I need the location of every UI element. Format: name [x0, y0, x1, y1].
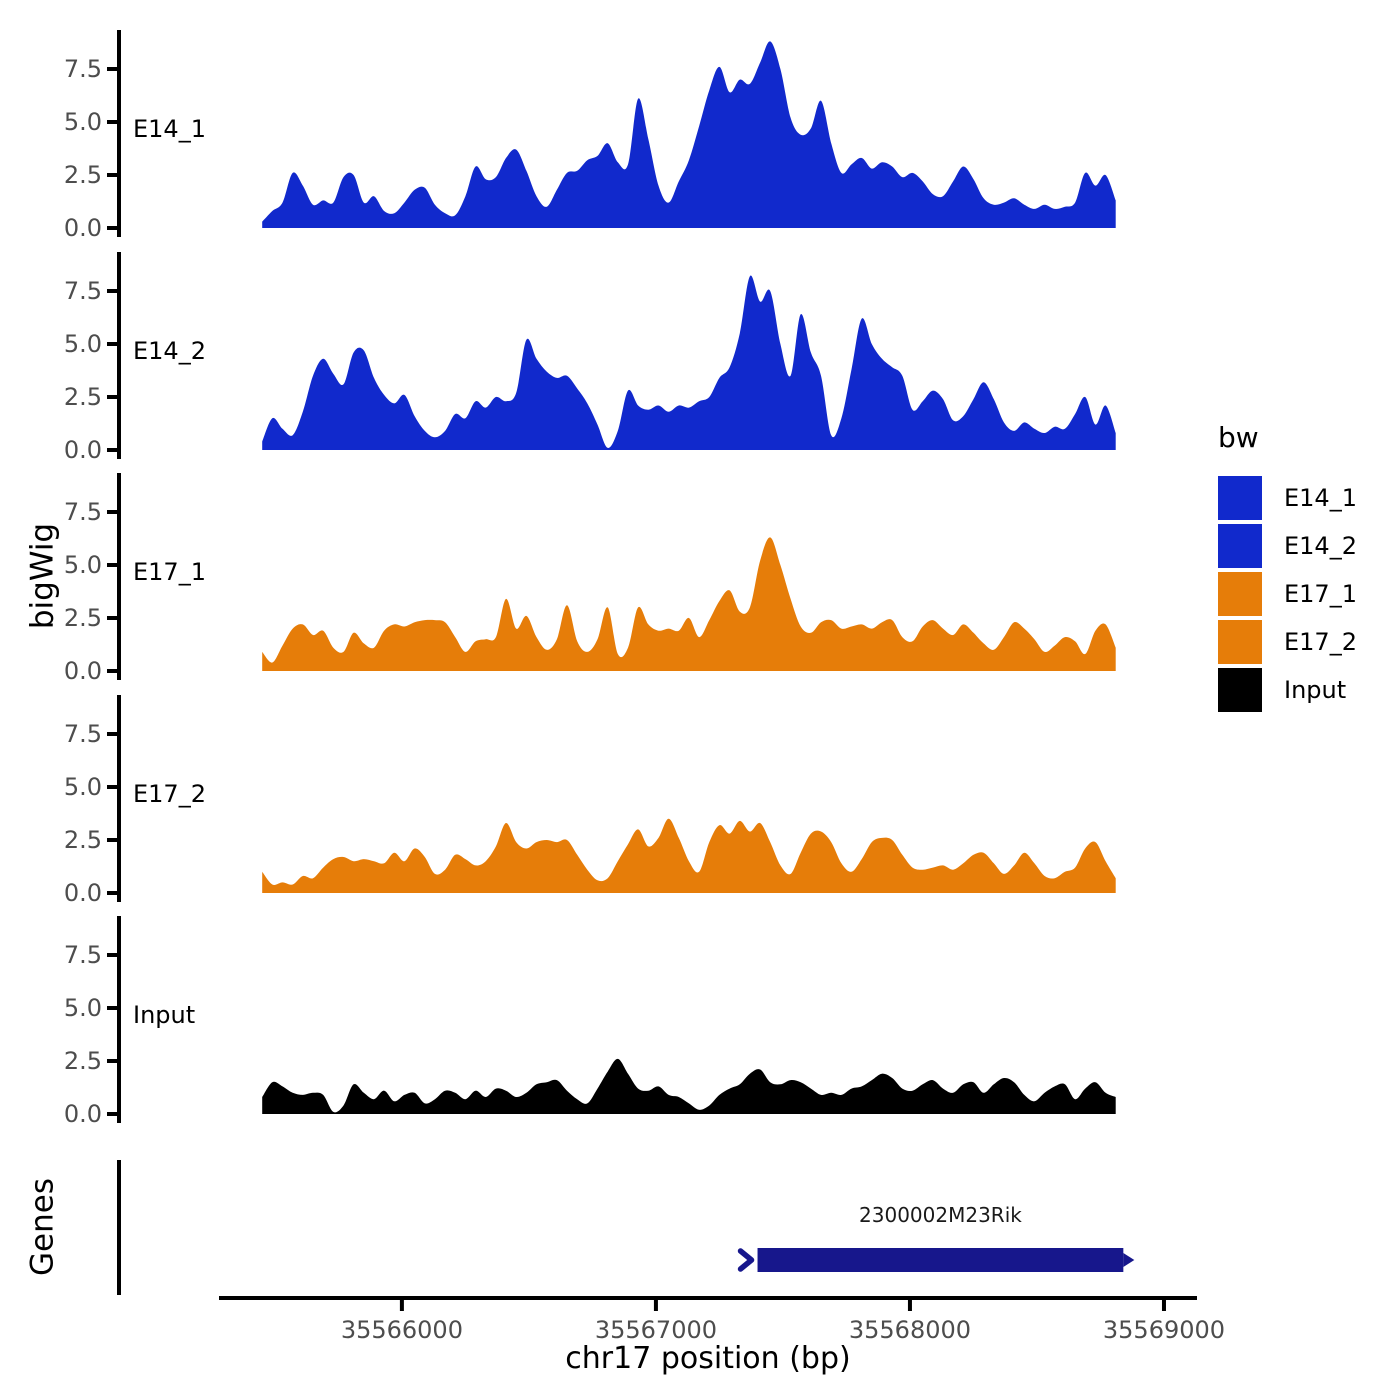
legend-entries: E14_1 E14_2 E17_1 E17_2 Input	[1218, 476, 1357, 712]
legend-label-E17_2: E17_2	[1284, 628, 1357, 656]
y-axis-line-E14_1	[117, 30, 121, 237]
x-axis: 35566000 35567000 35568000 35569000	[219, 1296, 1225, 1344]
y-tick-Input	[107, 1112, 119, 1116]
legend-entry-Input: Input	[1218, 668, 1357, 712]
y-tick-label-E14_2: 5.0	[64, 330, 102, 358]
y-axis-line-Input	[117, 916, 121, 1123]
y-tick-E17_1	[107, 563, 119, 567]
y-tick-E17_2	[107, 732, 119, 736]
y-tick-Input	[107, 1059, 119, 1063]
legend-label-E14_2: E14_2	[1284, 532, 1357, 560]
y-axis-line-E17_1	[117, 473, 121, 680]
legend-swatch-E14_1	[1218, 476, 1262, 520]
facet-label-Input: Input	[133, 1001, 195, 1029]
x-tick	[907, 1300, 912, 1311]
x-tick	[1161, 1300, 1166, 1311]
legend-title: bw	[1218, 421, 1259, 454]
y-tick-E14_1	[107, 120, 119, 124]
y-tick-label-E14_1: 7.5	[64, 55, 102, 83]
y-tick-label-E14_2: 0.0	[64, 436, 102, 464]
legend-label-E17_1: E17_1	[1284, 580, 1357, 608]
gene-name-label: 2300002M23Rik	[859, 1203, 1022, 1227]
y-tick-E17_1	[107, 616, 119, 620]
x-tick-label: 35566000	[341, 1316, 463, 1344]
x-tick	[399, 1300, 404, 1311]
genes-axis-line	[117, 1160, 121, 1295]
y-axis-line-E17_2	[117, 695, 121, 902]
x-axis-line	[219, 1296, 1197, 1300]
facet-E17_1: 0.0 2.5 5.0 7.5 E17_1	[64, 473, 1116, 685]
signal-area-E14_1	[262, 41, 1116, 228]
y-tick-E14_1	[107, 226, 119, 230]
y-tick-E17_1	[107, 669, 119, 673]
facet-label-E14_2: E14_2	[133, 337, 206, 365]
y-tick-label-Input: 5.0	[64, 994, 102, 1022]
legend-swatch-E17_1	[1218, 572, 1262, 616]
y-tick-label-E17_1: 7.5	[64, 498, 102, 526]
y-tick-label-E14_1: 5.0	[64, 108, 102, 136]
x-tick	[653, 1300, 658, 1311]
y-tick-E14_1	[107, 173, 119, 177]
y-tick-label-E17_1: 5.0	[64, 551, 102, 579]
y-tick-label-E17_1: 0.0	[64, 657, 102, 685]
x-axis-title: chr17 position (bp)	[565, 1341, 851, 1376]
y-tick-E17_1	[107, 510, 119, 514]
y-tick-E14_1	[107, 67, 119, 71]
legend-label-E14_1: E14_1	[1284, 484, 1357, 512]
legend-entry-E14_2: E14_2	[1218, 524, 1357, 568]
y-tick-label-Input: 0.0	[64, 1100, 102, 1128]
signal-area-E14_2	[262, 275, 1116, 450]
gene-body	[757, 1248, 1124, 1272]
y-axis-title: bigWig	[24, 522, 61, 630]
legend-swatch-E14_2	[1218, 524, 1262, 568]
legend-entry-E17_1: E17_1	[1218, 572, 1357, 616]
y-tick-Input	[107, 953, 119, 957]
x-tick-label: 35569000	[1103, 1316, 1225, 1344]
facet-label-E14_1: E14_1	[133, 115, 206, 143]
y-tick-E14_2	[107, 395, 119, 399]
y-tick-label-E17_2: 7.5	[64, 720, 102, 748]
signal-area-E17_1	[262, 537, 1116, 671]
legend-entry-E17_2: E17_2	[1218, 620, 1357, 664]
gene-strand-arrow-left	[737, 1248, 755, 1272]
legend-swatch-E17_2	[1218, 620, 1262, 664]
legend-swatch-Input	[1218, 668, 1262, 712]
y-tick-label-E17_2: 5.0	[64, 773, 102, 801]
y-tick-E14_2	[107, 448, 119, 452]
legend-label-Input: Input	[1284, 676, 1347, 704]
signal-area-E17_2	[262, 818, 1116, 893]
y-tick-E14_2	[107, 289, 119, 293]
y-tick-Input	[107, 1006, 119, 1010]
genes-panel-title: Genes	[24, 1178, 61, 1276]
facet-genes: 2300002M23Rik	[117, 1160, 1135, 1295]
y-tick-label-E17_2: 0.0	[64, 879, 102, 907]
legend-entry-E14_1: E14_1	[1218, 476, 1357, 520]
x-tick-label: 35568000	[849, 1316, 971, 1344]
facet-label-E17_2: E17_2	[133, 780, 206, 808]
facet-Input: 0.0 2.5 5.0 7.5 Input	[64, 916, 1116, 1128]
signal-area-Input	[262, 1058, 1116, 1114]
y-tick-E14_2	[107, 342, 119, 346]
y-tick-label-E14_1: 2.5	[64, 161, 102, 189]
y-tick-label-E14_2: 7.5	[64, 277, 102, 305]
y-tick-label-E17_2: 2.5	[64, 826, 102, 854]
legend: bw E14_1 E14_2 E17_1 E17_2 Input	[1218, 424, 1357, 716]
gene-strand-arrow-right	[1123, 1253, 1135, 1267]
y-tick-E17_2	[107, 891, 119, 895]
facet-label-E17_1: E17_1	[133, 558, 206, 586]
y-tick-E17_2	[107, 785, 119, 789]
facet-E17_2: 0.0 2.5 5.0 7.5 E17_2	[64, 695, 1116, 907]
y-tick-E17_2	[107, 838, 119, 842]
y-axis-line-E14_2	[117, 252, 121, 459]
x-tick-label: 35567000	[595, 1316, 717, 1344]
facet-E14_1: 0.0 2.5 5.0 7.5 E14_1	[64, 30, 1116, 242]
y-tick-label-E17_1: 2.5	[64, 604, 102, 632]
y-tick-label-Input: 2.5	[64, 1047, 102, 1075]
y-tick-label-E14_1: 0.0	[64, 214, 102, 242]
y-tick-label-Input: 7.5	[64, 941, 102, 969]
y-tick-label-E14_2: 2.5	[64, 383, 102, 411]
facet-E14_2: 0.0 2.5 5.0 7.5 E14_2	[64, 252, 1116, 464]
